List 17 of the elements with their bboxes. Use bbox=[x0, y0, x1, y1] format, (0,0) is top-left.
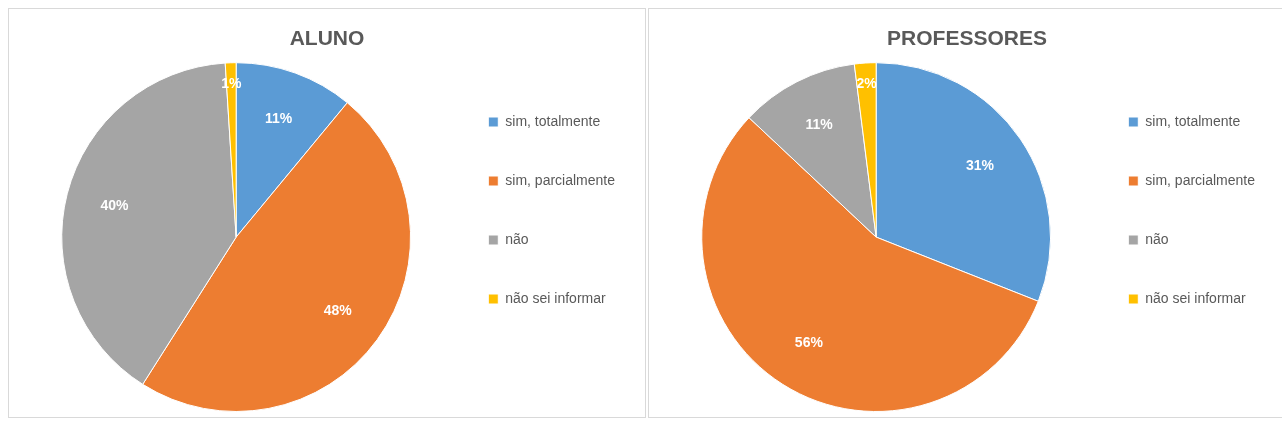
legend-label: não bbox=[505, 230, 529, 247]
data-label: 48% bbox=[323, 301, 353, 318]
data-label: 1% bbox=[221, 74, 242, 91]
data-label: 56% bbox=[794, 333, 824, 350]
legend-label: sim, parcialmente bbox=[1145, 171, 1256, 188]
legend-label: sim, parcialmente bbox=[505, 171, 616, 188]
chart-title: ALUNO bbox=[289, 26, 365, 50]
data-label: 40% bbox=[100, 196, 130, 213]
legend-label: não bbox=[1145, 230, 1169, 247]
legend-label: sim, totalmente bbox=[505, 112, 601, 129]
legend-label: sim, totalmente bbox=[1145, 112, 1241, 129]
legend-label: não sei informar bbox=[505, 289, 607, 306]
legend-label: não sei informar bbox=[1145, 289, 1247, 306]
data-label: 11% bbox=[265, 109, 293, 126]
data-label: 31% bbox=[965, 157, 995, 174]
data-label: 11% bbox=[805, 116, 834, 133]
chart-title: PROFESSORES bbox=[887, 26, 1047, 50]
